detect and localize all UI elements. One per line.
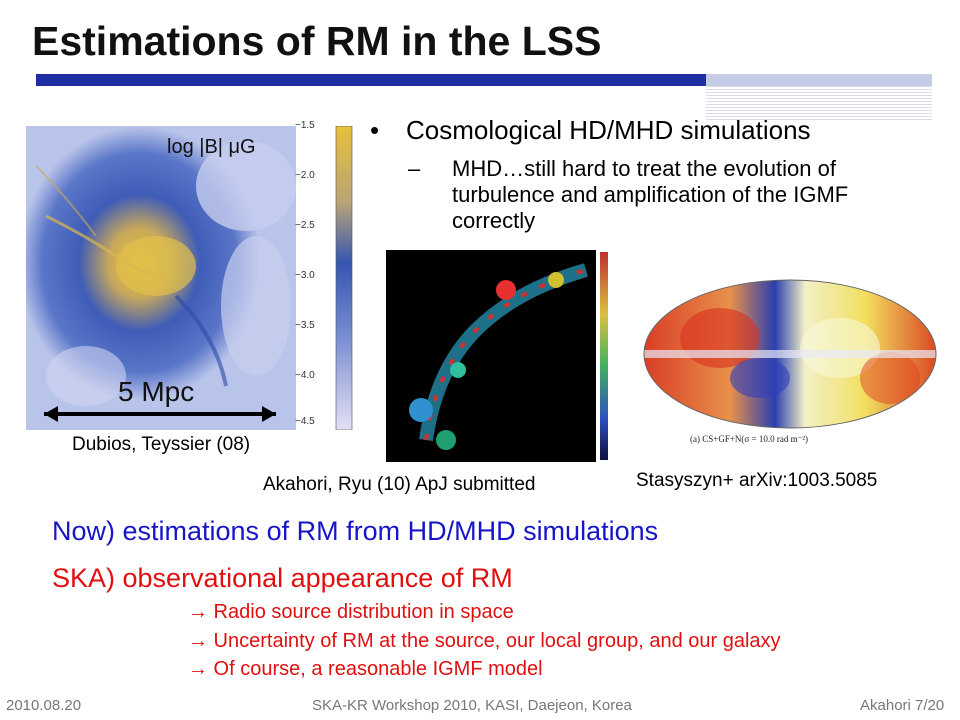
arrow-item: → Of course, a reasonable IGMF model [188,658,543,680]
magnetic-field-map [26,125,356,431]
main-bullet: Cosmological HD/MHD simulations [406,115,811,145]
figure-right-caption: Stasyszyn+ arXiv:1003.5085 [636,470,878,491]
simulation-map-image [386,250,608,462]
all-sky-rm-map [640,278,940,450]
colorbar-ticks: −1.5 −2.0 −2.5 −3.0 −3.5 −4.0 −4.5 [295,120,355,430]
slide-title: Estimations of RM in the LSS [32,18,602,64]
arrow-item: → Radio source distribution in space [188,601,514,623]
decorative-stripes [706,86,932,120]
colorbar-tick: −2.0 [295,170,315,181]
simulation-map [386,250,612,462]
colorbar-tick: −2.5 [295,220,315,231]
now-line: Now) estimations of RM from HD/MHD simul… [52,516,659,546]
all-sky-rm-map-image [643,279,937,429]
colorbar-tick: −4.0 [295,370,315,381]
footer-page-number: Akahori 7/20 [860,697,945,714]
colorbar-tick: −3.5 [295,320,315,331]
sky-map-inner-caption: (a) CS+GF+N(σ = 10.0 rad m⁻²) [690,434,809,444]
footer-date: 2010.08.20 [6,697,82,714]
figure-middle-caption: Akahori, Ryu (10) ApJ submitted [263,474,536,495]
colorbar-label: log |B| μG [167,136,256,158]
sub-bullet-dash: – [408,156,421,181]
colorbar-tick: −4.5 [295,416,315,427]
bullet-dot: • [370,115,380,145]
ska-line: SKA) observational appearance of RM [52,563,513,593]
colorbar-tick: −1.5 [295,120,315,131]
scale-label: 5 Mpc [118,376,195,407]
arrow-item: → Uncertainty of RM at the source, our l… [188,630,781,652]
title-underline-bar [36,74,706,86]
sub-bullet: MHD…still hard to treat the evolution of… [452,156,849,233]
magnetic-field-map-image [26,125,353,431]
colorbar-tick: −3.0 [295,270,315,281]
footer-event: SKA-KR Workshop 2010, KASI, Daejeon, Kor… [312,697,632,714]
figure-left-caption: Dubios, Teyssier (08) [72,434,251,455]
title-bar-stripe-accent [706,74,932,86]
